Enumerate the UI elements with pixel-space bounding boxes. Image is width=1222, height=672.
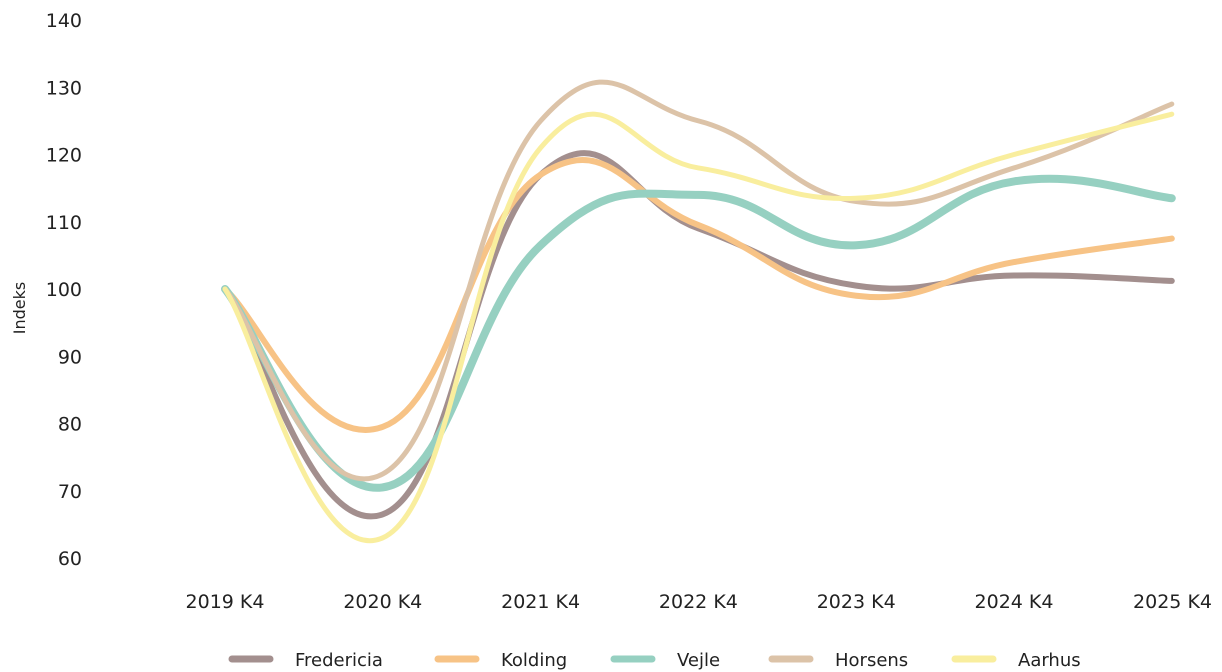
x-tick-label: 2021 K4 <box>501 591 580 613</box>
y-axis-label: Indeks <box>10 282 29 334</box>
series-line-kolding <box>222 157 1175 433</box>
y-tick-label: 130 <box>46 77 82 99</box>
legend-label: Fredericia <box>295 650 383 671</box>
x-axis-ticks: 2019 K4 2020 K4 2021 K4 2022 K4 2023 K4 2024 … <box>186 591 1212 613</box>
y-tick-label: 120 <box>46 145 82 167</box>
y-tick-label: 80 <box>58 414 82 436</box>
y-tick-label: 60 <box>58 548 82 570</box>
legend: Fredericia Kolding Vejle Horsens Aarhus <box>228 650 1081 671</box>
x-tick-label: 2020 K4 <box>343 591 422 613</box>
y-tick-label: 100 <box>46 279 82 301</box>
legend-label: Kolding <box>501 650 567 671</box>
series-line-horsens <box>222 79 1175 482</box>
legend-label: Horsens <box>835 650 908 671</box>
y-axis-ticks: 60 70 80 90 100 110 120 130 140 <box>46 10 82 570</box>
x-tick-label: 2019 K4 <box>186 591 265 613</box>
legend-label: Aarhus <box>1018 650 1081 671</box>
series-lines <box>221 79 1176 544</box>
series-line-vejle <box>221 174 1176 492</box>
y-tick-label: 110 <box>46 212 82 234</box>
y-tick-label: 140 <box>46 10 82 32</box>
y-tick-label: 90 <box>58 346 82 368</box>
x-tick-label: 2022 K4 <box>659 591 738 613</box>
series-line-aarhus <box>222 111 1175 544</box>
y-tick-label: 70 <box>58 481 82 503</box>
legend-label: Vejle <box>677 650 720 671</box>
series-line-fredericia <box>222 150 1175 520</box>
x-tick-label: 2024 K4 <box>975 591 1054 613</box>
x-tick-label: 2025 K4 <box>1133 591 1212 613</box>
x-tick-label: 2023 K4 <box>817 591 896 613</box>
